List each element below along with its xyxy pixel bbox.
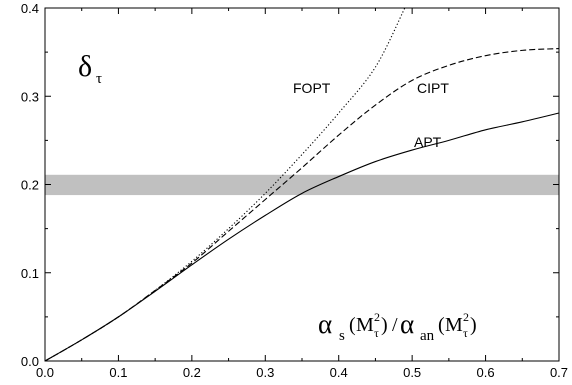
alpha-s-subscript: s bbox=[339, 328, 345, 344]
x-tick-label: 0.1 bbox=[109, 365, 127, 380]
mass-subscript-1: τ bbox=[374, 326, 379, 340]
x-tick-label: 0.2 bbox=[183, 365, 201, 380]
mass-subscript-2: τ bbox=[463, 326, 468, 340]
delta-subscript: τ bbox=[96, 71, 102, 87]
mass-superscript-2: 2 bbox=[463, 310, 469, 324]
open-paren-2: ( bbox=[438, 314, 445, 336]
x-tick-label: 0.7 bbox=[550, 365, 568, 380]
series-label-cipt: CIPT bbox=[417, 80, 449, 96]
y-tick-label: 0.1 bbox=[21, 266, 39, 281]
y-tick-label: 0.4 bbox=[21, 1, 39, 16]
ratio-slash: / bbox=[392, 314, 398, 336]
y-tick-label: 0.3 bbox=[21, 89, 39, 104]
x-tick-label: 0.4 bbox=[330, 365, 348, 380]
open-paren-1: ( bbox=[349, 314, 356, 336]
mass-symbol-1: M bbox=[356, 314, 374, 336]
close-paren-1: ) bbox=[381, 314, 388, 336]
alpha-s-symbol: α bbox=[318, 309, 332, 339]
delta-tau-label: δ τ bbox=[78, 50, 102, 87]
confidence-band bbox=[45, 174, 559, 196]
x-tick-label: 0.3 bbox=[256, 365, 274, 380]
delta-symbol: δ bbox=[78, 50, 92, 83]
y-tick-label: 0.2 bbox=[21, 178, 39, 193]
y-tick-label: 0.0 bbox=[21, 354, 39, 369]
mass-superscript-1: 2 bbox=[374, 310, 380, 324]
x-tick-label: 0.5 bbox=[403, 365, 421, 380]
alpha-an-subscript: an bbox=[420, 328, 435, 344]
close-paren-2: ) bbox=[470, 314, 477, 336]
series-label-fopt: FOPT bbox=[293, 80, 331, 96]
series-line-apt bbox=[44, 112, 560, 362]
mass-symbol-2: M bbox=[445, 314, 463, 336]
ratio-annotation: α s ( M τ 2 ) / α an ( M τ 2 ) bbox=[318, 309, 477, 344]
series-label-apt: APT bbox=[414, 134, 442, 150]
alpha-an-symbol: α bbox=[400, 309, 414, 339]
x-tick-label: 0.0 bbox=[36, 365, 54, 380]
x-tick-label: 0.6 bbox=[477, 365, 495, 380]
